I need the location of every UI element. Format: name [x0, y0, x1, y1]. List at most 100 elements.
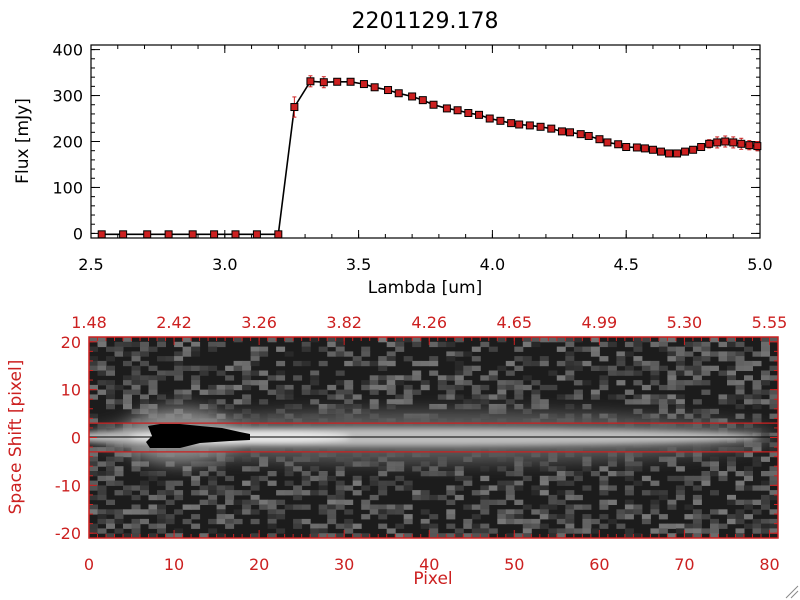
noise-cell: [361, 499, 371, 505]
shift-tick-label: 20: [61, 333, 81, 352]
noise-cell: [378, 480, 388, 486]
noise-cell: [624, 351, 634, 357]
noise-cell: [658, 399, 668, 405]
noise-cell: [744, 504, 753, 510]
noise-cell: [123, 485, 132, 491]
noise-cell: [497, 518, 507, 525]
flux-point: [737, 139, 746, 148]
noise-cell: [480, 341, 490, 348]
noise-cell: [191, 384, 201, 391]
noise-cell: [573, 346, 583, 352]
noise-cell: [403, 514, 413, 520]
noise-cell: [684, 413, 694, 419]
resize-grip-icon[interactable]: [785, 585, 799, 599]
noise-cell: [335, 485, 345, 491]
noise-cell: [386, 504, 396, 510]
noise-cell: [633, 370, 643, 376]
noise-cell: [114, 341, 124, 348]
noise-cell: [89, 466, 98, 472]
noise-cell: [403, 480, 413, 486]
noise-cell: [276, 490, 286, 496]
noise-cell: [250, 356, 260, 362]
noise-cell: [369, 384, 379, 391]
noise-cell: [701, 528, 711, 534]
noise-cell: [727, 394, 736, 400]
noise-cell: [131, 485, 141, 491]
noise-cell: [505, 480, 515, 486]
noise-cell: [284, 490, 294, 496]
noise-cell: [710, 490, 719, 496]
noise-cell: [752, 456, 762, 462]
noise-cell: [97, 490, 107, 496]
noise-cell: [310, 490, 320, 496]
y-tick-label: 400: [52, 41, 83, 60]
noise-cell: [114, 451, 124, 458]
noise-cell: [403, 394, 413, 400]
noise-cell: [658, 456, 668, 462]
noise-cell: [191, 523, 201, 529]
noise-cell: [318, 471, 328, 477]
noise-cell: [548, 514, 558, 520]
noise-cell: [735, 384, 745, 391]
noise-cell: [565, 514, 575, 520]
noise-cell: [386, 528, 396, 534]
flux-point: [656, 147, 665, 156]
noise-cell: [344, 399, 354, 405]
noise-cell: [633, 360, 643, 367]
noise-cell: [727, 514, 736, 520]
noise-cell: [437, 461, 447, 467]
noise-cell: [650, 365, 660, 371]
noise-cell: [454, 466, 464, 472]
noise-cell: [395, 380, 405, 386]
noise-cell: [641, 394, 651, 400]
noise-cell: [267, 471, 277, 477]
noise-cell: [97, 509, 107, 515]
noise-cell: [165, 485, 175, 491]
noise-cell: [310, 337, 320, 343]
flux-point: [164, 230, 173, 239]
noise-cell: [157, 490, 166, 496]
noise-cell: [335, 337, 345, 343]
noise-cell: [157, 514, 166, 520]
noise-cell: [480, 499, 490, 505]
noise-cell: [208, 384, 218, 391]
noise-cell: [650, 375, 660, 381]
noise-cell: [250, 475, 260, 482]
noise-cell: [140, 399, 149, 405]
noise-cell: [97, 423, 107, 429]
noise-cell: [658, 394, 668, 400]
flux-point: [584, 131, 593, 140]
noise-cell: [233, 499, 243, 505]
noise-cell: [752, 399, 762, 405]
noise-cell: [242, 490, 252, 496]
noise-cell: [267, 499, 277, 505]
noise-cell: [497, 384, 507, 391]
noise-cell: [191, 365, 201, 371]
noise-cell: [710, 523, 719, 529]
noise-cell: [744, 523, 753, 529]
noise-cell: [692, 475, 702, 482]
heatmap-image: [89, 337, 778, 538]
noise-cell: [761, 523, 770, 529]
noise-cell: [225, 490, 235, 496]
noise-cell: [539, 461, 549, 467]
noise-cell: [123, 399, 132, 405]
noise-cell: [582, 523, 592, 529]
noise-cell: [675, 485, 685, 491]
noise-cell: [752, 413, 762, 419]
noise-cell: [335, 380, 345, 386]
noise-cell: [556, 375, 566, 381]
noise-cell: [429, 471, 439, 477]
noise-cell: [378, 356, 388, 362]
noise-cell: [573, 389, 583, 395]
noise-cell: [650, 499, 660, 505]
noise-cell: [667, 380, 677, 386]
noise-cell: [97, 365, 107, 371]
noise-cell: [106, 356, 115, 362]
noise-cell: [369, 380, 379, 386]
noise-cell: [684, 514, 694, 520]
noise-cell: [616, 356, 626, 362]
x-tick-label: 2.5: [78, 255, 103, 274]
noise-cell: [531, 485, 541, 491]
flux-point: [547, 124, 556, 133]
